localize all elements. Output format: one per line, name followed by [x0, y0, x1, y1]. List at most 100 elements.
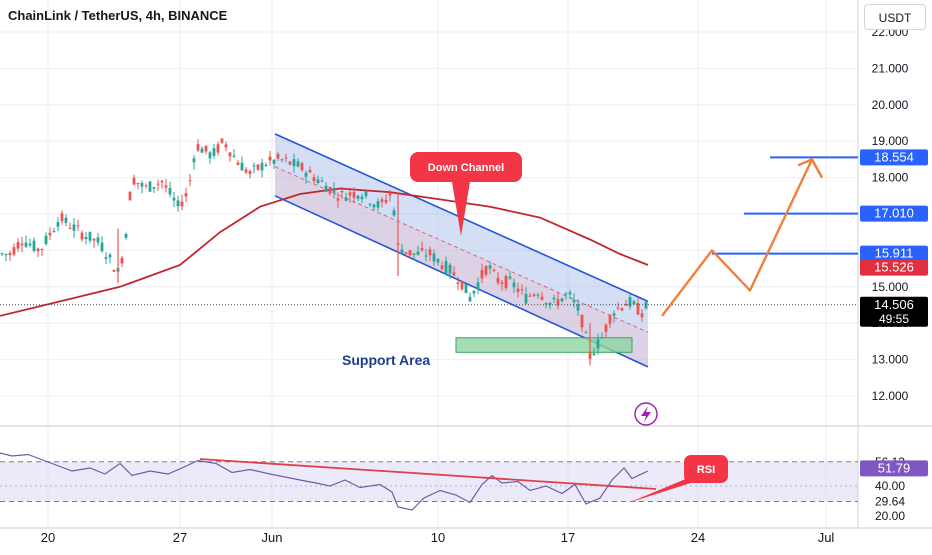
candle-body — [572, 299, 576, 303]
candle-body — [160, 180, 164, 183]
time-axis: 20 27 Jun 10 17 24 Jul — [41, 530, 835, 545]
candle-body — [384, 199, 388, 203]
candle-body — [364, 190, 368, 197]
candle-body — [88, 231, 92, 241]
candle-body — [360, 196, 364, 200]
price-tick: 21.000 — [872, 61, 909, 75]
candle-body — [544, 303, 548, 305]
candle-body — [468, 296, 472, 302]
candle-body — [320, 180, 324, 182]
rsi-callout[interactable]: RSI — [628, 455, 728, 503]
rsi-current-label: 51.79 — [878, 460, 911, 475]
candle-body — [484, 265, 488, 275]
candle-body — [208, 152, 212, 159]
candle-body — [280, 159, 284, 161]
candle-body — [616, 307, 620, 309]
candles — [0, 137, 648, 366]
candle-body — [4, 253, 8, 255]
candle-body — [72, 224, 76, 231]
support-area-box[interactable] — [455, 337, 633, 353]
price-label-box — [860, 205, 928, 222]
candle-body — [276, 154, 280, 159]
price-tick: 15.000 — [872, 280, 909, 294]
candle-body — [92, 238, 96, 241]
candle-body — [136, 182, 140, 184]
candle-body — [304, 172, 308, 177]
lightning-icon-bolt — [641, 406, 651, 422]
candle-body — [636, 303, 640, 315]
price-label-box — [860, 259, 928, 276]
candle-body — [584, 332, 588, 334]
candle-body — [512, 282, 516, 288]
candle-body — [156, 183, 160, 185]
candle-body — [564, 293, 568, 295]
moving-average-line[interactable] — [0, 187, 649, 317]
candle-body — [96, 237, 100, 243]
countdown-label: 49:55 — [879, 312, 909, 326]
candle-body — [296, 161, 300, 167]
candle-body — [604, 324, 608, 332]
candle-body — [448, 264, 452, 274]
candle-body — [0, 253, 4, 255]
channel-fill — [275, 133, 648, 367]
candle-body — [368, 203, 372, 205]
candle-body — [536, 294, 540, 296]
candle-body — [36, 248, 40, 252]
price-label-box — [860, 245, 928, 262]
candle-body — [64, 217, 68, 223]
candle-body — [68, 227, 72, 229]
candle-body — [8, 252, 12, 256]
candle-body — [568, 292, 572, 295]
candle-body — [284, 157, 288, 159]
candle-body — [44, 235, 48, 244]
candle-body — [132, 177, 136, 185]
rsi-callout-pointer — [628, 478, 700, 503]
currency-button[interactable]: USDT — [864, 4, 926, 30]
candle-body — [472, 290, 476, 294]
callout-pointer — [452, 182, 470, 236]
candle-body — [400, 249, 404, 254]
time-tick: 27 — [173, 530, 187, 545]
lightning-icon[interactable] — [634, 402, 658, 426]
candle-body — [268, 156, 272, 161]
channel-mid-line — [274, 166, 649, 333]
projection-path[interactable] — [661, 158, 824, 317]
rsi-trendline[interactable] — [199, 458, 657, 490]
candle-body — [312, 177, 316, 182]
candle-body — [124, 234, 128, 238]
candle-body — [172, 197, 176, 201]
candle-body — [308, 169, 312, 173]
price-label: 15.526 — [874, 260, 914, 275]
candle-body — [344, 197, 348, 201]
candle-body — [24, 242, 28, 247]
candle-body — [352, 192, 356, 198]
candle-body — [460, 281, 464, 290]
candle-body — [356, 195, 360, 199]
candle-body — [176, 200, 180, 207]
price-label-box — [860, 149, 928, 166]
time-tick: 24 — [691, 530, 705, 545]
price-label: 18.554 — [874, 149, 914, 164]
candle-body — [100, 242, 104, 252]
candle-body — [232, 155, 236, 157]
candle-body — [416, 251, 420, 255]
candle-body — [548, 302, 552, 306]
candle-body — [412, 253, 416, 255]
candle-body — [180, 201, 184, 207]
candle-body — [168, 188, 172, 195]
candle-body — [32, 240, 36, 251]
time-tick: 20 — [41, 530, 55, 545]
rsi-line[interactable] — [0, 452, 649, 511]
candle-body — [592, 353, 596, 356]
candle-body — [600, 337, 604, 339]
price-tick: 13.000 — [872, 353, 909, 367]
candle-body — [292, 159, 296, 167]
candle-body — [148, 181, 152, 192]
candle-body — [120, 257, 124, 264]
candle-body — [76, 225, 80, 227]
candle-body — [508, 276, 512, 279]
rsi-callout-label: RSI — [697, 464, 715, 476]
down-channel-callout[interactable]: Down Channel — [410, 152, 522, 236]
